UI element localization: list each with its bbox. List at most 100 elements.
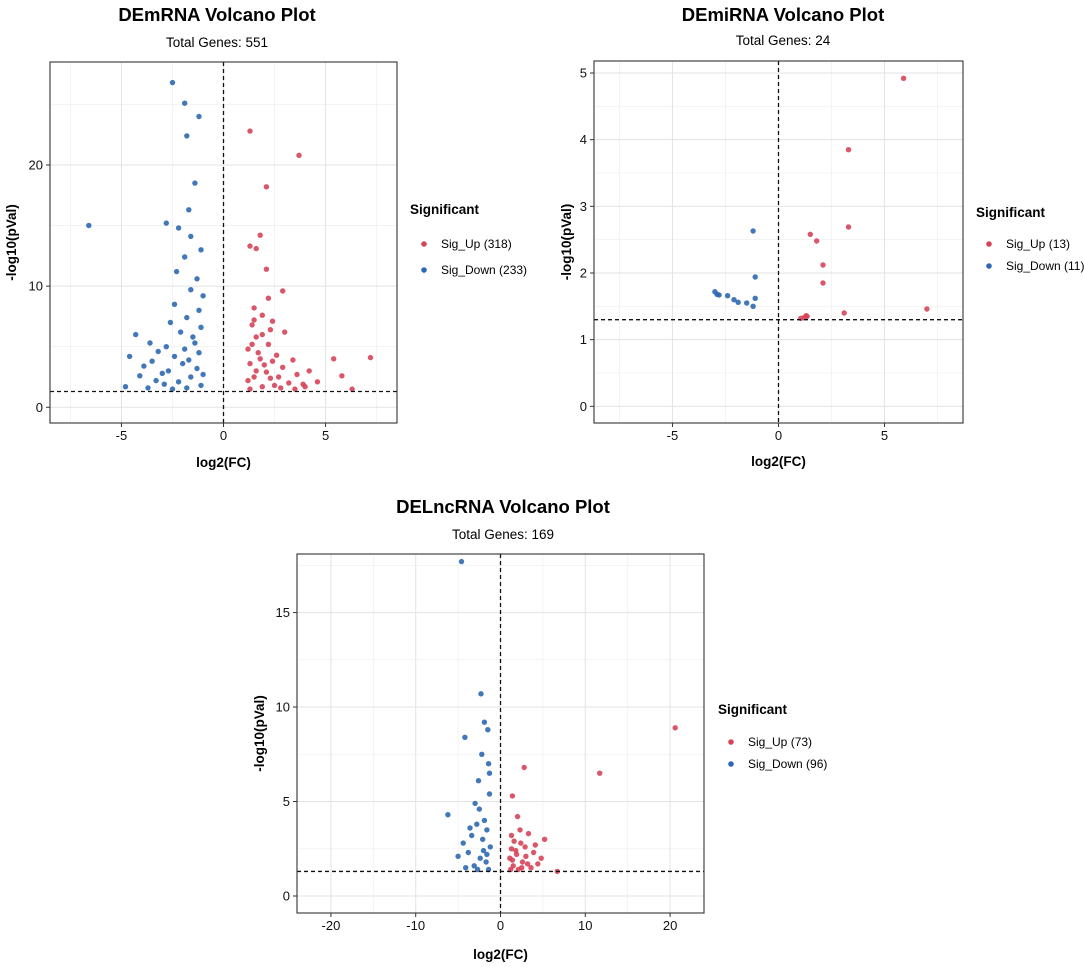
data-point-sig-down	[455, 853, 461, 859]
x-tick-label: -5	[667, 428, 679, 443]
data-point-sig-up	[807, 231, 813, 237]
legend-item-sig-up: Sig_Up (318)	[441, 237, 512, 251]
legend-title: Significant	[718, 702, 788, 717]
data-point-sig-down	[485, 761, 492, 767]
x-tick-label: 0	[775, 428, 782, 443]
y-tick-label: 5	[580, 66, 587, 81]
data-point-sig-down	[480, 836, 486, 842]
data-point-sig-up	[275, 374, 282, 380]
data-point-sig-up	[511, 838, 517, 844]
data-point-sig-up	[267, 375, 274, 381]
data-point-sig-up	[290, 357, 296, 363]
data-point-sig-up	[249, 341, 255, 347]
data-point-sig-down	[484, 827, 490, 833]
data-point-sig-up	[820, 280, 826, 286]
data-point-sig-down	[200, 371, 206, 378]
y-tick-label: 1	[580, 332, 587, 347]
x-tick-label: 0	[220, 428, 227, 443]
data-point-sig-down	[487, 844, 493, 850]
y-tick-label: 0	[580, 399, 587, 414]
data-point-sig-up	[521, 764, 527, 771]
data-point-sig-down	[182, 254, 188, 260]
data-point-sig-up	[508, 846, 515, 852]
data-point-sig-down	[149, 358, 155, 364]
data-point-sig-down	[182, 346, 188, 352]
data-point-sig-up	[263, 184, 270, 190]
plot-border	[296, 553, 705, 914]
data-point-sig-down	[486, 770, 493, 776]
x-tick-label: -5	[116, 428, 128, 443]
data-point-sig-down	[462, 734, 468, 740]
y-tick-label: 20	[29, 157, 43, 172]
data-point-sig-down	[190, 334, 196, 340]
data-point-sig-up	[314, 379, 321, 385]
y-tick-label: 10	[29, 279, 43, 294]
data-point-sig-down	[480, 847, 487, 854]
data-point-sig-down	[486, 791, 493, 797]
data-point-sig-down	[744, 300, 750, 306]
data-point-sig-down	[194, 365, 200, 372]
data-point-sig-up	[245, 346, 251, 352]
data-point-sig-down	[86, 222, 92, 229]
data-point-sig-down	[750, 228, 756, 234]
data-point-sig-down	[194, 276, 200, 282]
x-axis-label: log2(FC)	[751, 454, 806, 469]
data-point-sig-up	[273, 352, 280, 358]
volcano-plot-demirna: DEmiRNA Volcano Plot Total Genes: 24 -5 0…	[559, 4, 1084, 469]
data-point-sig-up	[524, 861, 531, 867]
legend-title: Significant	[410, 202, 480, 217]
data-point-sig-up	[253, 334, 259, 340]
legend-marker-sig-down	[728, 761, 734, 767]
data-point-sig-up	[271, 382, 278, 389]
chart-subtitle: Total Genes: 169	[452, 527, 554, 542]
data-point-sig-up	[265, 341, 272, 347]
y-tick-label: 5	[283, 794, 290, 809]
data-point-sig-down	[735, 299, 741, 305]
data-point-sig-down	[171, 301, 178, 307]
data-point-sig-up	[804, 313, 810, 319]
x-axis-label: log2(FC)	[196, 455, 251, 470]
data-point-sig-up	[597, 770, 603, 776]
data-point-sig-up	[267, 327, 274, 333]
data-point-sig-up	[253, 368, 259, 374]
data-point-sig-down	[133, 331, 139, 338]
data-points	[86, 79, 374, 392]
legend-marker-sig-down	[986, 263, 992, 269]
data-point-sig-up	[538, 855, 544, 861]
data-point-sig-down	[752, 274, 758, 280]
data-point-sig-up	[900, 75, 907, 82]
data-point-sig-down	[458, 558, 465, 565]
data-point-sig-down	[200, 293, 206, 299]
x-tick-label: 20	[663, 918, 677, 933]
volcano-plot-demrna: DEmRNA Volcano Plot Total Genes: 551 -5 0…	[4, 4, 527, 470]
data-point-sig-down	[196, 113, 202, 120]
data-point-sig-up	[820, 262, 826, 268]
x-tick-label: -10	[406, 918, 425, 933]
data-point-sig-up	[339, 373, 345, 379]
data-point-sig-up	[514, 813, 521, 820]
data-point-sig-up	[294, 371, 300, 378]
data-point-sig-up	[349, 386, 355, 392]
data-point-sig-down	[198, 324, 204, 330]
y-axis-label: -log10(pVal)	[4, 204, 19, 281]
data-point-sig-down	[173, 268, 180, 275]
data-point-sig-up	[541, 836, 548, 842]
data-point-sig-down	[198, 382, 204, 389]
data-point-sig-up	[525, 830, 532, 837]
legend-item-sig-down: Sig_Down (233)	[441, 263, 527, 277]
data-points	[445, 558, 678, 875]
data-point-sig-up	[251, 374, 257, 380]
y-tick-label: 3	[580, 199, 587, 214]
chart-title: DEmiRNA Volcano Plot	[682, 4, 885, 25]
data-point-sig-down	[169, 79, 176, 86]
data-point-sig-down	[163, 220, 169, 226]
data-point-sig-down	[175, 379, 182, 385]
data-point-sig-down	[159, 370, 165, 376]
x-tick-label: 5	[881, 428, 888, 443]
data-point-sig-up	[265, 295, 272, 301]
legend-marker-sig-up	[728, 739, 734, 745]
data-point-sig-down	[145, 385, 151, 391]
data-point-sig-down	[171, 353, 178, 360]
data-point-sig-down	[182, 100, 188, 106]
volcano-plot-delncrna: DELncRNA Volcano Plot Total Genes: 169 -…	[252, 496, 827, 962]
